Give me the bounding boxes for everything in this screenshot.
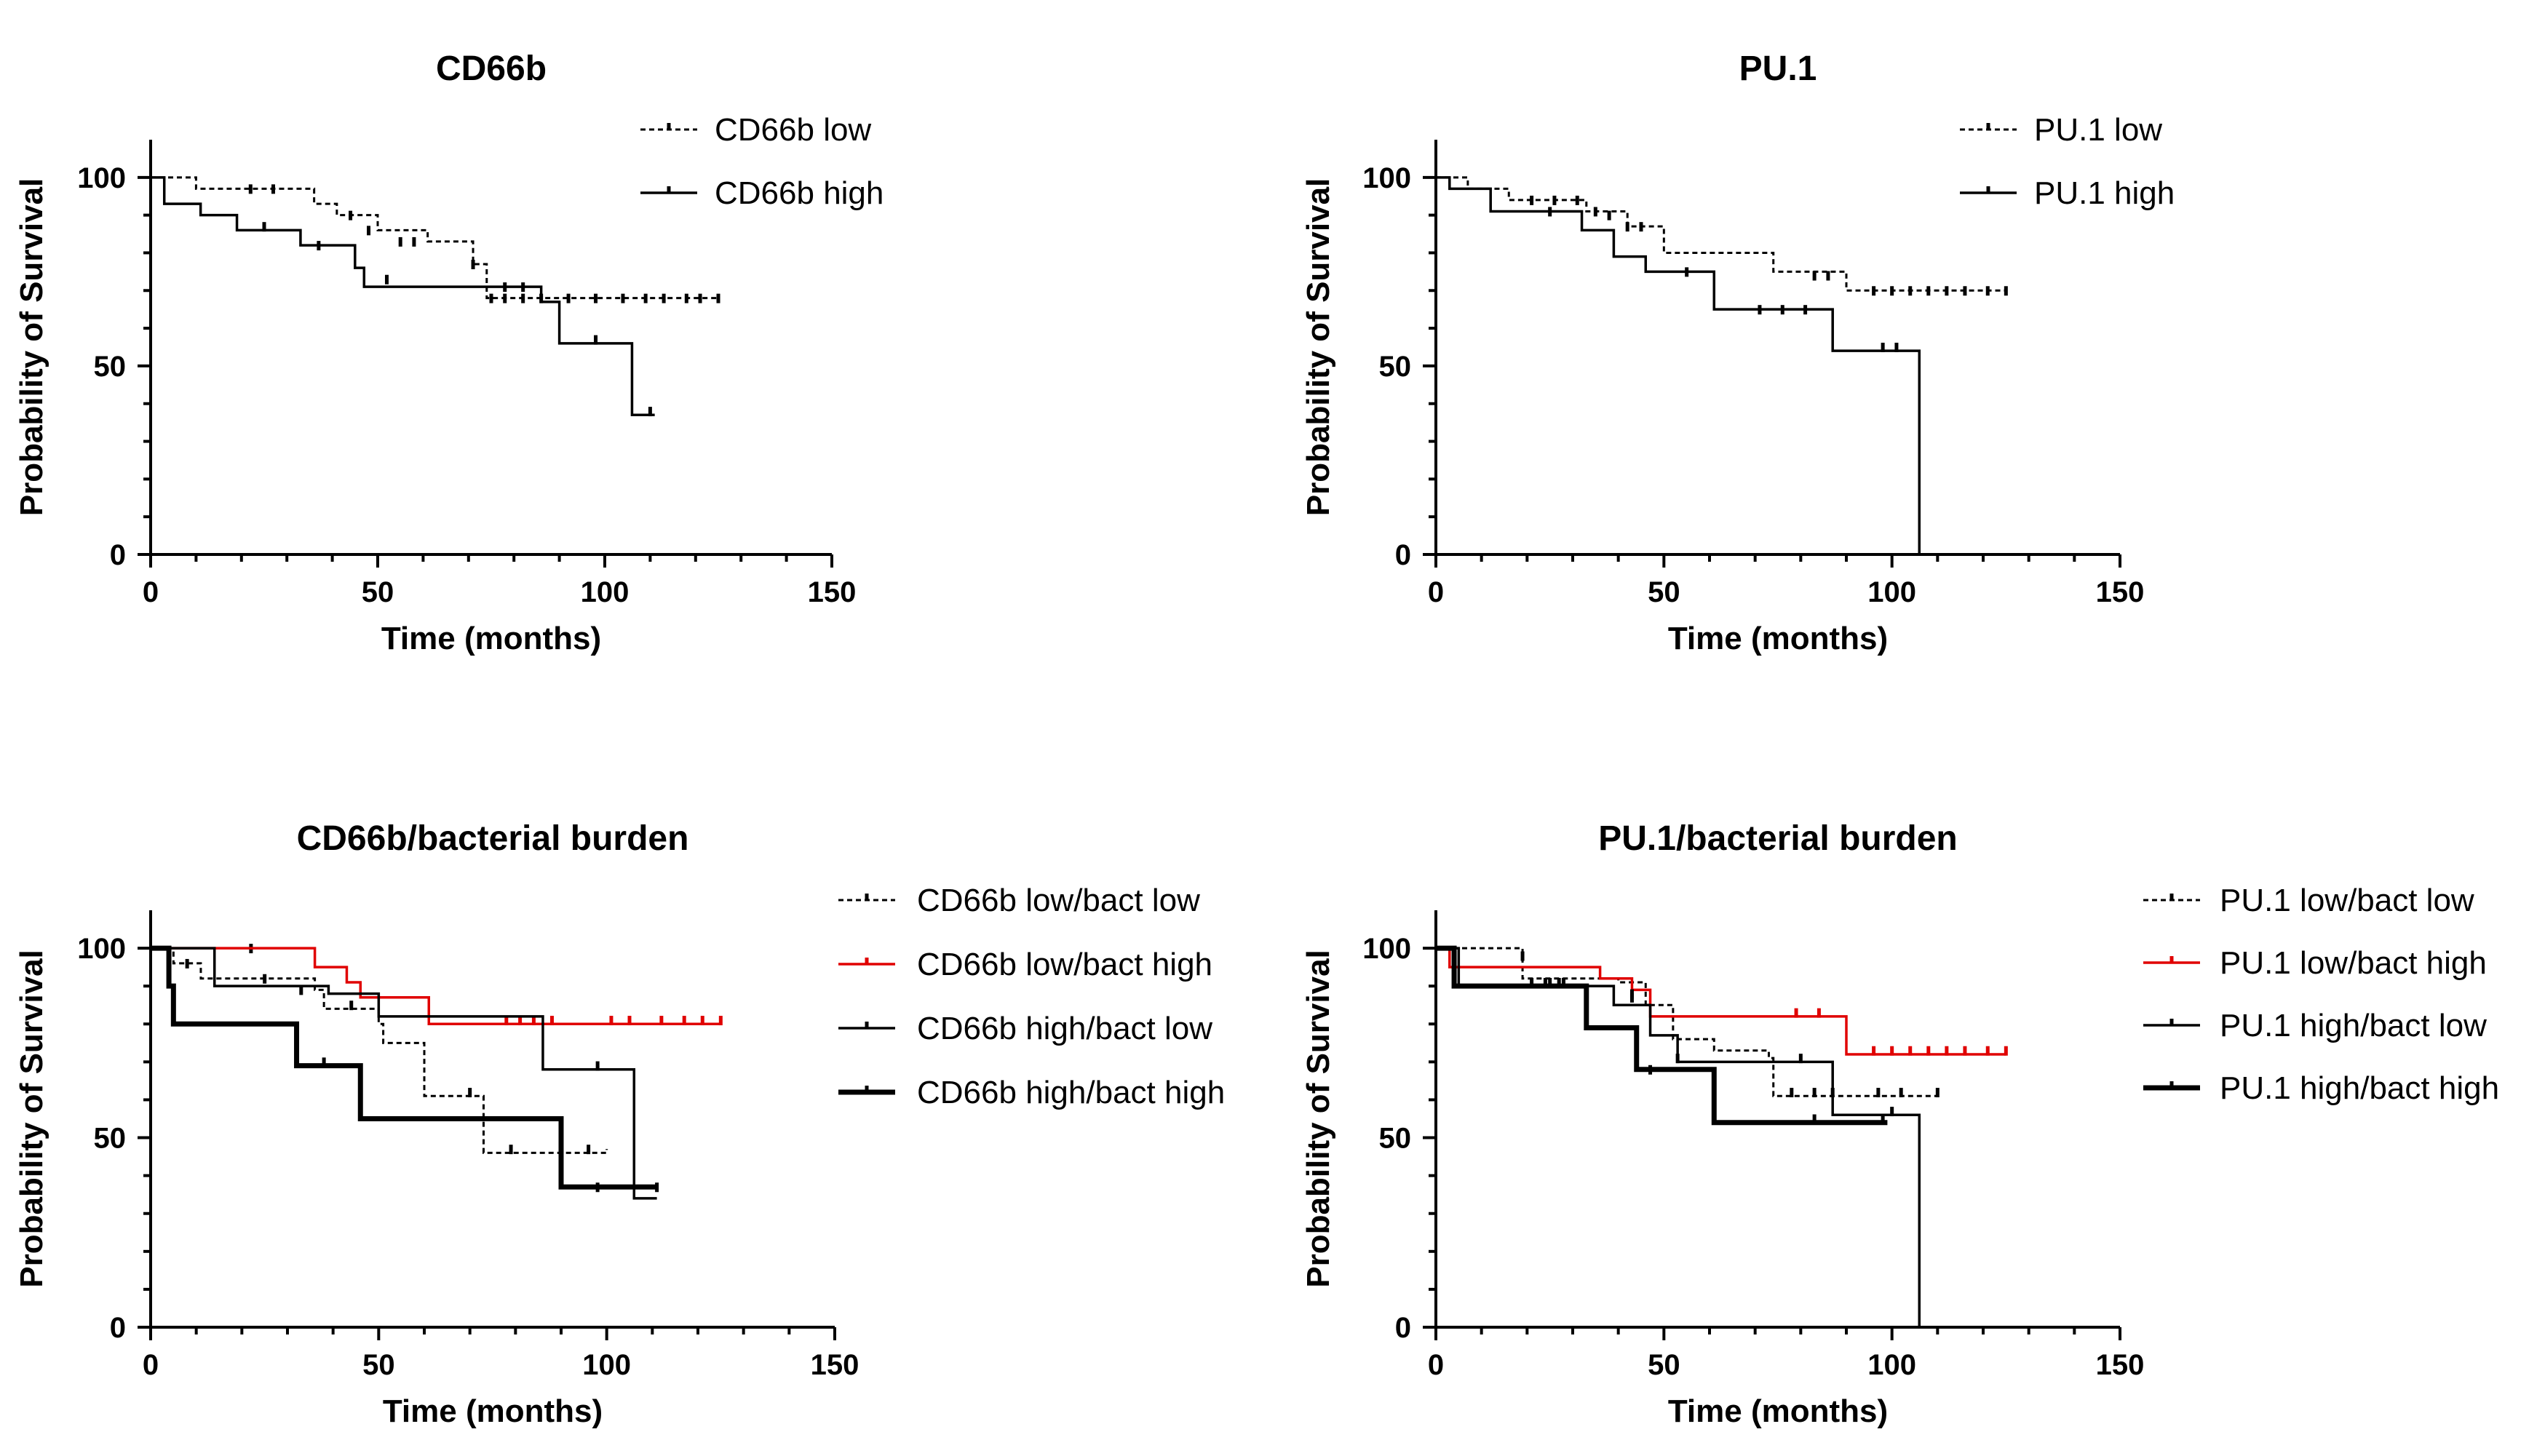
- legend-label: CD66b low: [715, 112, 871, 148]
- x-tick-label: 150: [808, 576, 857, 608]
- survival-curve: [1436, 947, 2006, 1056]
- series-1: [151, 176, 720, 303]
- x-tick-label: 150: [811, 1349, 859, 1381]
- y-tick-label: 0: [1395, 1312, 1411, 1344]
- series-1: [151, 944, 608, 1155]
- legend-label: CD66b high/bact low: [917, 1011, 1212, 1046]
- legend-label: PU.1 high/bact low: [2220, 1008, 2487, 1043]
- survival-curve: [151, 947, 721, 1026]
- survival-curve: [151, 176, 718, 300]
- legend-label: PU.1 low/bact high: [2220, 945, 2487, 981]
- survival-curve: [151, 176, 655, 417]
- y-tick-label: 100: [77, 162, 126, 194]
- y-tick-label: 0: [1395, 539, 1411, 571]
- chart-title: PU.1: [1739, 49, 1817, 88]
- x-tick-label: 0: [143, 1349, 159, 1381]
- series-3: [1436, 947, 1921, 1327]
- y-tick-label: 100: [1362, 162, 1411, 194]
- y-axis-title: Probability of Survival: [1301, 178, 1336, 517]
- legend-label: CD66b high: [715, 175, 884, 211]
- y-axis-title: Probability of Survival: [14, 950, 49, 1288]
- series-2: [151, 947, 723, 1026]
- y-tick-label: 50: [1379, 1123, 1412, 1155]
- x-tick-label: 0: [143, 576, 159, 608]
- survival-curve: [151, 947, 657, 1200]
- y-tick-label: 100: [77, 933, 126, 965]
- series-2: [1436, 176, 1921, 554]
- x-tick-label: 50: [1648, 576, 1680, 608]
- y-tick-label: 50: [94, 1123, 127, 1155]
- legend-item: PU.1 high: [1960, 175, 2175, 211]
- legend-item: PU.1 low/bact high: [2143, 945, 2487, 981]
- series-4: [1436, 945, 1888, 1126]
- x-tick-label: 50: [1648, 1349, 1680, 1381]
- legend-label: PU.1 high: [2034, 175, 2175, 211]
- chart-title: PU.1/bacterial burden: [1598, 819, 1957, 858]
- x-axis-title: Time (months): [1668, 1393, 1888, 1429]
- x-tick-label: 100: [581, 576, 630, 608]
- x-tick-label: 0: [1428, 1349, 1444, 1381]
- legend-label: CD66b high/bact high: [917, 1075, 1225, 1110]
- survival-curve: [151, 947, 608, 1154]
- series-1: [1436, 176, 2008, 296]
- survival-curve: [1436, 945, 1888, 1126]
- y-tick-label: 0: [110, 1312, 126, 1344]
- x-tick-label: 0: [1428, 576, 1444, 608]
- y-tick-label: 50: [1379, 351, 1412, 383]
- survival-curve: [151, 945, 657, 1190]
- x-axis-title: Time (months): [383, 1393, 603, 1429]
- legend-item: CD66b high: [640, 175, 884, 211]
- chart-panel-pu1_bact: PU.1/bacterial burden 0 50 100 150 0 50 100 Time…: [1301, 819, 2499, 1429]
- legend-item: PU.1 low/bact low: [2143, 883, 2474, 918]
- survival-curve: [1436, 176, 2006, 292]
- series-1: [1436, 947, 1940, 1098]
- x-axis-title: Time (months): [1668, 621, 1888, 656]
- y-axis-title: Probability of Survival: [14, 178, 49, 517]
- y-tick-label: 100: [1362, 933, 1411, 965]
- series-4: [151, 945, 657, 1193]
- legend-item: CD66b high/bact low: [838, 1011, 1212, 1046]
- legend-label: PU.1 low/bact low: [2220, 883, 2474, 918]
- survival-curve: [1436, 947, 1921, 1327]
- y-tick-label: 0: [110, 539, 126, 571]
- legend-item: PU.1 high/bact high: [2143, 1070, 2499, 1106]
- legend-item: PU.1 high/bact low: [2143, 1008, 2487, 1043]
- survival-curve: [1436, 947, 1938, 1097]
- legend-label: PU.1 high/bact high: [2220, 1070, 2499, 1106]
- legend-item: CD66b low/bact low: [838, 883, 1200, 918]
- y-axis-title: Probability of Survival: [1301, 950, 1336, 1288]
- legend-label: CD66b low/bact low: [917, 883, 1200, 918]
- y-tick-label: 50: [94, 351, 127, 383]
- x-tick-label: 50: [362, 1349, 395, 1381]
- legend-item: CD66b low/bact high: [838, 947, 1212, 982]
- series-2: [151, 176, 655, 417]
- series-3: [151, 947, 659, 1200]
- legend-item: PU.1 low: [1960, 112, 2162, 148]
- chart-panel-pu1: PU.1 0 50 100 150 0 50 100 Time (months) Probabil…: [1301, 49, 2175, 656]
- chart-panel-cd66b_bact: CD66b/bacterial burden 0 50 100 150 0 50 100 Tim…: [14, 819, 1225, 1429]
- chart-title: CD66b/bacterial burden: [297, 819, 689, 858]
- series-2: [1436, 947, 2008, 1056]
- legend-item: CD66b high/bact high: [838, 1075, 1225, 1110]
- legend-item: CD66b low: [640, 112, 871, 148]
- legend-label: PU.1 low: [2034, 112, 2162, 148]
- legend-label: CD66b low/bact high: [917, 947, 1212, 982]
- x-tick-label: 150: [2096, 576, 2145, 608]
- x-axis-title: Time (months): [381, 621, 601, 656]
- x-tick-label: 100: [1867, 576, 1916, 608]
- x-tick-label: 100: [582, 1349, 631, 1381]
- chart-title: CD66b: [436, 49, 547, 88]
- survival-curve: [1436, 176, 1921, 554]
- x-tick-label: 150: [2096, 1349, 2145, 1381]
- chart-panel-cd66b: CD66b 0 50 100 150 0 50 100 Time (months) Probabi…: [14, 49, 884, 656]
- x-tick-label: 50: [362, 576, 394, 608]
- x-tick-label: 100: [1867, 1349, 1916, 1381]
